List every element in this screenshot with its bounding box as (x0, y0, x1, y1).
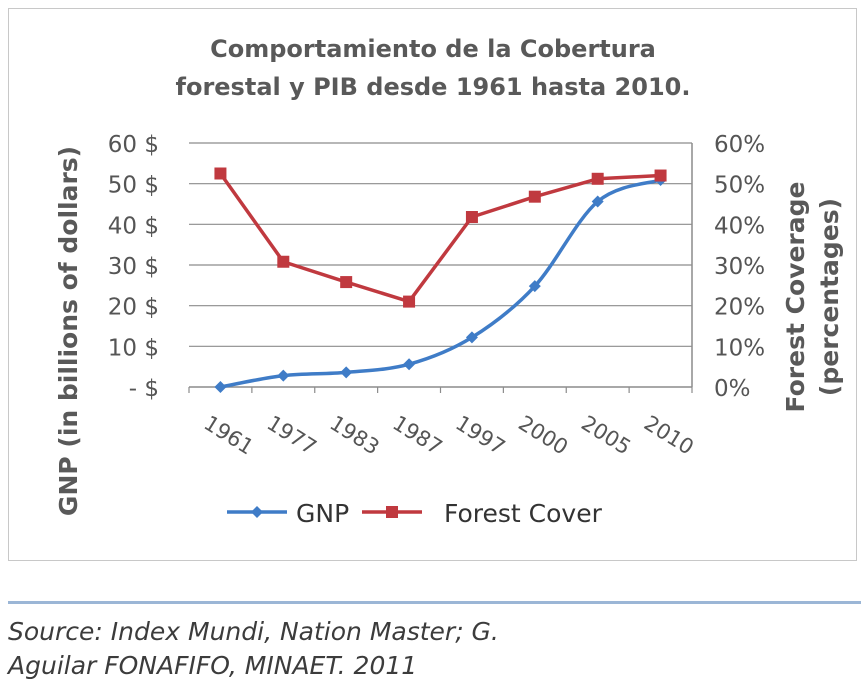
forest-cover-point (340, 276, 353, 289)
gnp-point (277, 369, 290, 382)
legend-forest-marker (386, 506, 398, 518)
divider-rule (8, 601, 861, 604)
y-axis-right-label-line-2: (percentages) (815, 198, 844, 396)
gnp-point (591, 195, 604, 208)
chart-text: Comportamiento de la Cobertura forestal … (54, 35, 844, 516)
legend: GNP Forest Cover (227, 499, 603, 528)
gnp-line (220, 178, 662, 389)
x-tick-label: 1987 (388, 411, 446, 460)
y-left-tick-label: - $ (129, 376, 159, 402)
y-left-tick-label: 40 $ (108, 213, 159, 239)
axes (188, 143, 693, 393)
forest-cover-point (528, 190, 541, 203)
legend-gnp-marker (251, 506, 263, 518)
y-right-tick-label: 60% (714, 132, 765, 158)
y-right-tick-label: 0% (714, 376, 751, 402)
x-tick-label: 2010 (640, 411, 698, 460)
x-tick-label: 2005 (577, 411, 635, 460)
x-tick-label: 1983 (326, 411, 384, 460)
gnp-point (465, 331, 478, 344)
gnp-point (340, 366, 353, 379)
chart: Comportamiento de la Cobertura forestal … (54, 35, 844, 528)
series (214, 167, 667, 393)
y-right-tick-label: 20% (714, 295, 765, 321)
y-left-tick-label: 20 $ (108, 295, 159, 321)
y-axis-right-label-line-1: Forest Coverage (781, 182, 810, 413)
chart-frame: Comportamiento de la Cobertura forestal … (8, 8, 857, 561)
x-tick-label: 1977 (263, 411, 321, 460)
y-right-tick-label: 10% (714, 335, 765, 361)
legend-forest-label: Forest Cover (444, 499, 603, 528)
legend-gnp-label: GNP (296, 499, 349, 528)
forest-cover-point (465, 211, 478, 224)
y-left-tick-label: 10 $ (108, 335, 159, 361)
x-tick-label: 2000 (514, 411, 572, 460)
source-line-1: Source: Index Mundi, Nation Master; G. (8, 617, 499, 646)
y-left-tick-label: 30 $ (108, 254, 159, 280)
forest-cover-point (214, 167, 227, 180)
forest-cover-point (654, 169, 667, 182)
x-tick-label: 1997 (451, 411, 509, 460)
y-right-tick-label: 50% (714, 173, 765, 199)
gnp-point (403, 358, 416, 371)
gridlines (189, 142, 692, 347)
forest-cover-point (277, 255, 290, 268)
gnp-point (528, 280, 541, 293)
y-left-tick-label: 60 $ (108, 132, 159, 158)
x-tick-label: 1961 (200, 411, 258, 460)
source-note: Source: Index Mundi, Nation Master; G. A… (8, 615, 848, 683)
forest-cover-line (219, 172, 661, 304)
forest-cover-point (403, 295, 416, 308)
y-left-tick-label: 50 $ (108, 173, 159, 199)
chart-title-line-2: forestal y PIB desde 1961 hasta 2010. (176, 73, 691, 101)
y-right-tick-label: 40% (714, 213, 765, 239)
forest-cover-point (591, 172, 604, 185)
y-axis-left-label: GNP (in billions of dollars) (54, 146, 83, 516)
chart-title-line-1: Comportamiento de la Cobertura (210, 35, 656, 63)
y-right-tick-label: 30% (714, 254, 765, 280)
gnp-point (214, 381, 227, 393)
source-line-2: Aguilar FONAFIFO, MINAET. 2011 (8, 651, 418, 680)
